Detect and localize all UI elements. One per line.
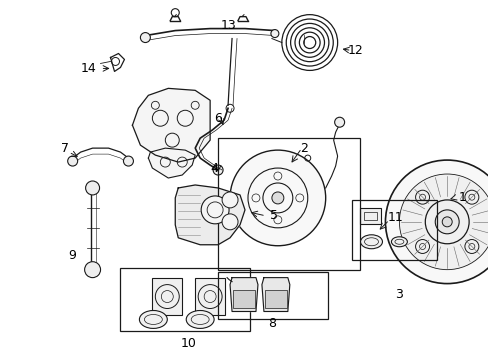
Circle shape (67, 156, 78, 166)
Text: 8: 8 (267, 318, 275, 330)
Circle shape (415, 239, 428, 253)
Text: 1: 1 (458, 192, 466, 204)
Polygon shape (262, 278, 289, 311)
Bar (359, 208, 381, 224)
Text: 10: 10 (180, 337, 196, 350)
Circle shape (222, 214, 238, 230)
Text: 7: 7 (61, 141, 69, 155)
Bar (363, 212, 377, 220)
Text: 11: 11 (386, 211, 403, 224)
Text: 6: 6 (214, 112, 222, 125)
Bar (390, 212, 399, 220)
Bar (120, 268, 249, 332)
Circle shape (399, 174, 488, 270)
Bar (264, 289, 286, 307)
Bar (152, 278, 182, 315)
Bar (195, 278, 224, 315)
Circle shape (213, 165, 223, 175)
Circle shape (415, 190, 428, 204)
Polygon shape (175, 185, 244, 245)
Circle shape (464, 239, 478, 253)
Bar (233, 289, 254, 307)
Circle shape (271, 192, 283, 204)
Bar (351, 200, 436, 260)
Text: 9: 9 (68, 249, 77, 262)
Circle shape (140, 32, 150, 42)
Circle shape (334, 117, 344, 127)
Circle shape (441, 217, 451, 227)
Polygon shape (229, 278, 258, 311)
Text: 5: 5 (269, 210, 277, 222)
Circle shape (434, 210, 458, 234)
Bar (218, 138, 359, 270)
Circle shape (201, 196, 228, 224)
Bar (386, 208, 403, 224)
Ellipse shape (186, 310, 214, 328)
Text: 12: 12 (347, 44, 363, 57)
Text: 2: 2 (299, 141, 307, 155)
Text: 3: 3 (395, 288, 403, 301)
Text: 13: 13 (220, 19, 235, 32)
Text: 4: 4 (210, 162, 218, 175)
Ellipse shape (390, 237, 407, 247)
Bar (218, 272, 327, 319)
Circle shape (84, 262, 101, 278)
Text: 14: 14 (81, 62, 96, 75)
Circle shape (229, 150, 325, 246)
Circle shape (123, 156, 133, 166)
Polygon shape (132, 88, 210, 162)
Polygon shape (148, 148, 195, 178)
Circle shape (464, 190, 478, 204)
Circle shape (385, 160, 488, 284)
Circle shape (85, 181, 100, 195)
Circle shape (270, 30, 278, 37)
Circle shape (222, 192, 238, 208)
Ellipse shape (360, 235, 382, 249)
Ellipse shape (139, 310, 167, 328)
